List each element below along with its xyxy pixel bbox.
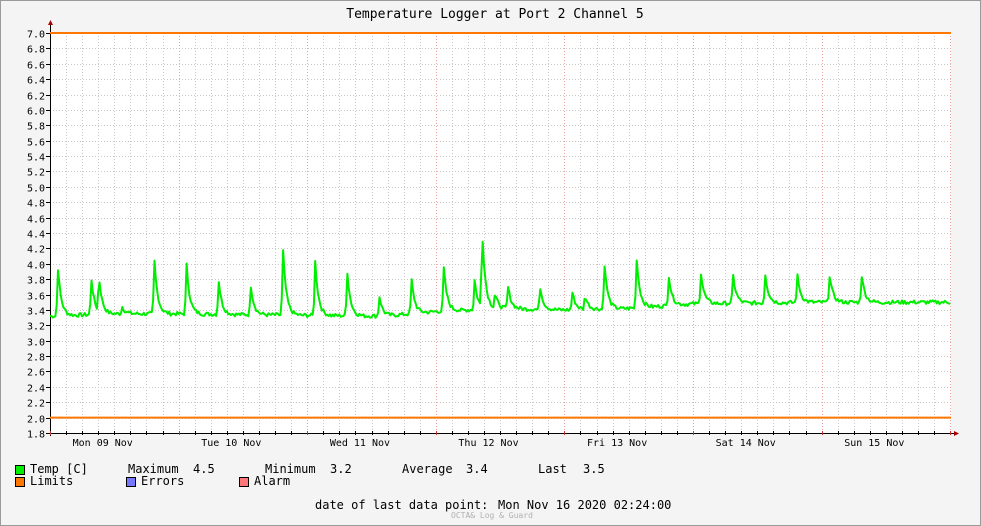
y-tick-label: 5.8 [27, 122, 45, 133]
y-tick-label: 6.2 [27, 92, 45, 103]
axis-layer: 1.8 2.0 2.2 2.4 2.6 2.8 3.0 3.2 3.4 3.6 3.8 4.0 4.2 4… [27, 20, 959, 449]
y-tick-label: 3.4 [27, 307, 45, 318]
y-tick-label: 4.4 [27, 230, 45, 241]
legend-average-label: Average [402, 462, 453, 476]
y-tick-label: 2.0 [27, 415, 45, 426]
y-axis-arrow [48, 20, 53, 25]
grid-layer [50, 33, 951, 434]
y-tick-label: 6.4 [27, 76, 45, 87]
x-tick-label: Tue 10 Nov [201, 438, 261, 449]
y-tick-label: 6.0 [27, 107, 45, 118]
legend-maximum-value: 4.5 [193, 462, 215, 476]
limits-swatch [15, 477, 25, 487]
y-tick-label: 5.0 [27, 184, 45, 195]
x-axis-arrow [954, 431, 959, 436]
y-tick-label: 5.2 [27, 168, 45, 179]
y-tick-label: 7.0 [27, 30, 45, 41]
legend-average-value: 3.4 [466, 462, 488, 476]
x-tick-label: Sun 15 Nov [844, 438, 904, 449]
y-tick-label: 2.4 [27, 384, 45, 395]
y-tick-label: 2.2 [27, 399, 45, 410]
y-tick-label: 5.4 [27, 153, 45, 164]
y-tick-label: 1.8 [27, 430, 45, 441]
x-tick-label: Wed 11 Nov [330, 438, 390, 449]
x-tick-label: Mon 09 Nov [73, 438, 133, 449]
x-tick-label: Thu 12 Nov [458, 438, 518, 449]
temp-series-line [49, 240, 951, 319]
legend-minimum-label: Minimum [265, 462, 316, 476]
alarm-swatch [239, 477, 249, 487]
last-data-point-value: Mon Nov 16 2020 02:24:00 [498, 498, 672, 512]
last-data-point-label: date of last data point: [315, 498, 489, 512]
legend-alarm-label: Alarm [254, 474, 291, 488]
y-tick-label: 2.6 [27, 368, 45, 379]
y-tick-label: 6.6 [27, 61, 45, 72]
data-layer [49, 32, 951, 419]
legend-temp-label: Temp [C] [30, 462, 88, 476]
x-tick-label: Sat 14 Nov [716, 438, 776, 449]
y-tick-label: 4.0 [27, 261, 45, 272]
y-tick-label: 4.8 [27, 199, 45, 210]
legend-limits-label: Limits [30, 474, 74, 488]
legend-minimum-value: 3.2 [330, 462, 352, 476]
y-tick-label: 3.2 [27, 322, 45, 333]
legend-errors-label: Errors [141, 474, 185, 488]
temp-swatch [15, 465, 25, 475]
y-tick-label: 3.8 [27, 276, 45, 287]
errors-swatch [126, 477, 136, 487]
x-tick-label: Fri 13 Nov [587, 438, 647, 449]
y-tick-label: 6.8 [27, 45, 45, 56]
y-tick-label: 4.6 [27, 215, 45, 226]
y-tick-label: 5.6 [27, 138, 45, 149]
y-tick-label: 3.6 [27, 292, 45, 303]
chart-title: Temperature Logger at Port 2 Channel 5 [346, 7, 643, 22]
y-tick-label: 3.0 [27, 338, 45, 349]
y-tick-label: 4.2 [27, 245, 45, 256]
legend-last-value: 3.5 [583, 462, 605, 476]
y-tick-label: 2.8 [27, 353, 45, 364]
legend-maximum-label: Maximum [128, 462, 179, 476]
credit-text: OCTA& Log & Guard [451, 511, 533, 520]
legend-last-label: Last [538, 462, 567, 476]
